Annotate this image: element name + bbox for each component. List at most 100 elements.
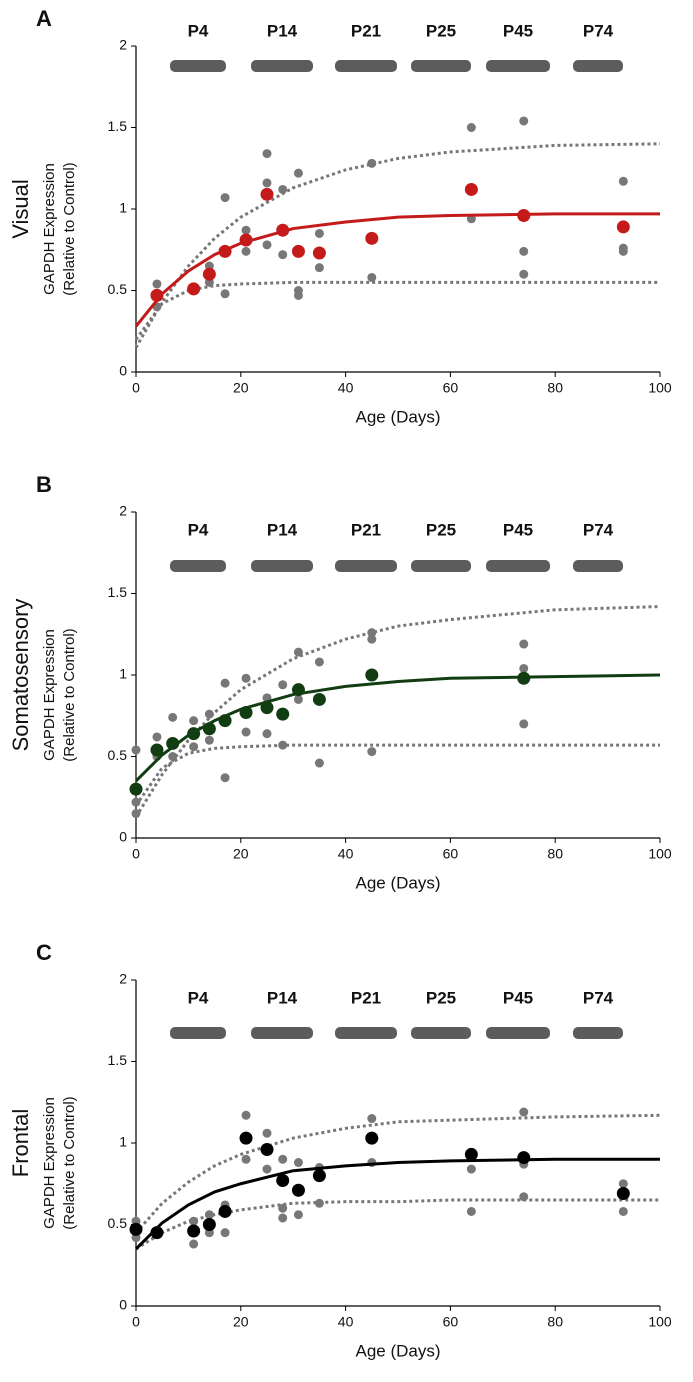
x-axis-label: Age (Days)	[355, 407, 440, 426]
region-label: Visual	[8, 179, 33, 239]
sample-point	[519, 116, 529, 126]
sample-point	[519, 719, 529, 729]
y-axis-label: GAPDH Expression	[41, 629, 58, 761]
sample-point	[278, 184, 288, 194]
sample-point	[189, 1239, 199, 1249]
x-tick-label: 20	[233, 846, 249, 862]
blot-band	[411, 560, 471, 572]
sample-point	[262, 729, 272, 739]
blot-band	[170, 560, 226, 572]
bound-curve	[134, 142, 661, 349]
y-tick-label: 1.5	[108, 584, 128, 600]
sample-point	[519, 1107, 529, 1117]
mean-point	[464, 182, 478, 196]
sample-point	[262, 1164, 272, 1174]
sample-point	[367, 747, 377, 757]
x-tick-label: 0	[132, 380, 140, 396]
sample-point	[314, 758, 324, 768]
y-axis-label: (Relative to Control)	[61, 162, 78, 295]
sample-point	[367, 272, 377, 282]
sample-point	[241, 1154, 251, 1164]
blot-band	[573, 60, 623, 72]
sample-point	[220, 193, 230, 203]
blot-band	[251, 560, 313, 572]
y-axis-label: GAPDH Expression	[41, 163, 58, 295]
sample-point	[241, 246, 251, 256]
blot-band	[170, 1027, 226, 1039]
sample-point	[278, 1213, 288, 1223]
mean-point	[291, 244, 305, 258]
mean-point	[616, 220, 630, 234]
bound-curve	[134, 743, 660, 807]
blot-band	[411, 60, 471, 72]
blot-label: P14	[267, 21, 298, 40]
mean-point	[276, 707, 290, 721]
y-tick-label: 0.5	[108, 747, 128, 763]
y-tick-label: 0	[119, 363, 127, 379]
panel-letter: A	[36, 6, 52, 31]
x-tick-label: 60	[443, 380, 459, 396]
blot-label: P21	[351, 988, 381, 1007]
blot-band	[251, 1027, 313, 1039]
mean-point	[187, 282, 201, 296]
mean-point	[365, 1131, 379, 1145]
sample-point	[220, 1228, 230, 1238]
y-tick-label: 1	[119, 200, 127, 216]
x-axis-label: Age (Days)	[355, 873, 440, 892]
sample-point	[262, 149, 272, 159]
blot-label: P25	[426, 21, 456, 40]
sample-point	[262, 178, 272, 188]
mean-point	[166, 736, 180, 750]
mean-point	[129, 782, 143, 796]
mean-point	[260, 1143, 274, 1157]
x-tick-label: 80	[547, 1314, 563, 1330]
sample-point	[293, 1210, 303, 1220]
blot-band	[486, 60, 550, 72]
blot-band	[170, 60, 226, 72]
sample-point	[220, 773, 230, 783]
mean-point	[218, 714, 232, 728]
blot-label: P74	[583, 21, 614, 40]
sample-point	[314, 228, 324, 238]
fit-curve	[134, 673, 661, 783]
bound-curve	[135, 1198, 660, 1251]
mean-point	[260, 701, 274, 715]
mean-point	[616, 1187, 630, 1201]
mean-point	[291, 1183, 305, 1197]
x-tick-label: 60	[443, 1314, 459, 1330]
sample-point	[519, 663, 529, 673]
mean-point	[517, 671, 531, 685]
fit-curve	[134, 1157, 660, 1251]
x-tick-label: 100	[648, 1314, 672, 1330]
x-tick-label: 20	[233, 380, 249, 396]
blot-band	[251, 60, 313, 72]
y-tick-label: 2	[119, 37, 127, 53]
sample-point	[220, 289, 230, 299]
blot-label: P74	[583, 988, 614, 1007]
sample-point	[293, 290, 303, 300]
blot-label: P14	[267, 520, 298, 539]
panel-letter: B	[36, 472, 52, 497]
sample-point	[262, 1128, 272, 1138]
x-tick-label: 100	[648, 380, 672, 396]
sample-point	[293, 694, 303, 704]
mean-point	[312, 1169, 326, 1183]
sample-point	[293, 1158, 303, 1168]
mean-point	[187, 1224, 201, 1238]
blot-label: P21	[351, 21, 381, 40]
sample-point	[152, 279, 162, 289]
blot-label: P25	[426, 988, 456, 1007]
blot-band	[486, 1027, 550, 1039]
mean-point	[218, 1204, 232, 1218]
sample-point	[519, 269, 529, 279]
blot-label: P4	[188, 21, 209, 40]
mean-point	[365, 668, 379, 682]
x-axis-label: Age (Days)	[355, 1341, 440, 1360]
blot-band	[335, 1027, 397, 1039]
y-tick-label: 0	[119, 1297, 127, 1313]
x-tick-label: 20	[233, 1314, 249, 1330]
region-label: Somatosensory	[8, 599, 33, 752]
mean-point	[517, 1151, 531, 1165]
mean-point	[276, 1173, 290, 1187]
panel-letter: C	[36, 940, 52, 965]
